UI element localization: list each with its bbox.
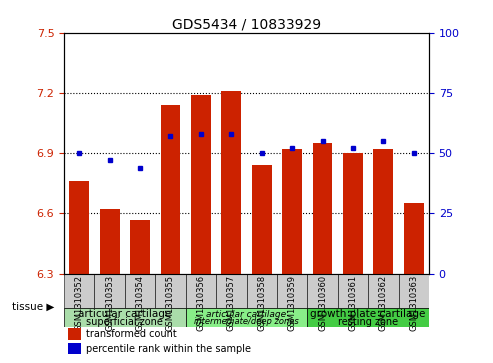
Text: GSM1310355: GSM1310355 — [166, 275, 175, 331]
Text: transformed count: transformed count — [86, 329, 176, 339]
Text: growth plate cartilage: growth plate cartilage — [311, 309, 426, 319]
FancyBboxPatch shape — [186, 308, 307, 327]
FancyBboxPatch shape — [398, 274, 429, 308]
Text: GSM1310357: GSM1310357 — [227, 275, 236, 331]
Bar — [252, 165, 272, 274]
Bar — [130, 220, 150, 274]
Text: GSM1310353: GSM1310353 — [105, 275, 114, 331]
Bar — [404, 203, 423, 274]
FancyBboxPatch shape — [216, 274, 246, 308]
FancyBboxPatch shape — [246, 274, 277, 308]
FancyBboxPatch shape — [368, 274, 398, 308]
FancyBboxPatch shape — [338, 274, 368, 308]
Bar — [161, 105, 180, 274]
Text: percentile rank within the sample: percentile rank within the sample — [86, 343, 251, 354]
Text: articular cartilage: articular cartilage — [78, 309, 172, 319]
FancyBboxPatch shape — [64, 308, 186, 327]
FancyBboxPatch shape — [95, 274, 125, 308]
FancyBboxPatch shape — [307, 274, 338, 308]
FancyBboxPatch shape — [277, 274, 307, 308]
Text: GSM1310360: GSM1310360 — [318, 275, 327, 331]
Text: GSM1310358: GSM1310358 — [257, 275, 266, 331]
Bar — [221, 91, 241, 274]
Text: GSM1310363: GSM1310363 — [409, 275, 418, 331]
Text: GSM1310362: GSM1310362 — [379, 275, 388, 331]
Bar — [68, 328, 80, 340]
FancyBboxPatch shape — [307, 308, 429, 327]
Title: GDS5434 / 10833929: GDS5434 / 10833929 — [172, 17, 321, 32]
Text: tissue ▶: tissue ▶ — [12, 302, 54, 312]
Bar — [343, 153, 363, 274]
Bar — [70, 182, 89, 274]
Text: GSM1310361: GSM1310361 — [349, 275, 357, 331]
Bar — [282, 149, 302, 274]
FancyBboxPatch shape — [125, 274, 155, 308]
FancyBboxPatch shape — [186, 274, 216, 308]
Bar — [191, 95, 211, 274]
Bar — [373, 149, 393, 274]
Bar — [68, 343, 80, 354]
Text: GSM1310359: GSM1310359 — [287, 275, 297, 331]
FancyBboxPatch shape — [155, 274, 186, 308]
Bar — [313, 143, 332, 274]
Text: superficial zone: superficial zone — [86, 317, 163, 326]
Text: GSM1310352: GSM1310352 — [75, 275, 84, 331]
Text: articular cartilage: articular cartilage — [207, 310, 286, 319]
Text: resting zone: resting zone — [338, 317, 398, 326]
Text: GSM1310354: GSM1310354 — [136, 275, 144, 331]
FancyBboxPatch shape — [64, 274, 95, 308]
Text: GSM1310356: GSM1310356 — [196, 275, 206, 331]
Bar — [100, 209, 120, 274]
Text: intermediate/deep zones: intermediate/deep zones — [194, 317, 299, 326]
